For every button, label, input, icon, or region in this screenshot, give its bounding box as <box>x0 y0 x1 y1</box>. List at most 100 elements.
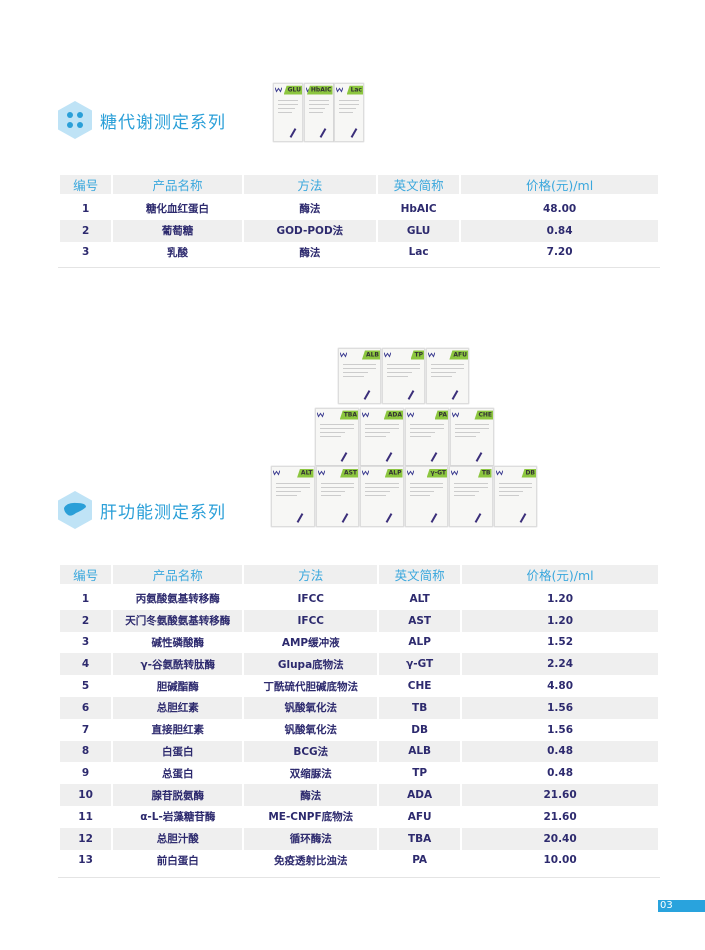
table-row: 13 前白蛋白 免疫透射比浊法 PA 10.00 <box>60 850 658 872</box>
brand-logo-icon <box>452 412 459 418</box>
brand-logo-icon <box>428 352 435 358</box>
product-box: HbAIC <box>303 83 334 142</box>
table-cell: 腺苷脱氨酶 <box>113 784 243 806</box>
column-header: 方法 <box>243 175 377 194</box>
product-box: ADA <box>360 408 404 466</box>
table-cell: 2 <box>60 219 112 242</box>
product-box: AST <box>315 466 359 527</box>
product-box: CHE <box>450 408 494 466</box>
table-cell: 4.80 <box>547 680 574 693</box>
table-cell: 双缩脲法 <box>289 767 332 780</box>
table-cell: 1 <box>82 202 90 215</box>
product-label: CHE <box>474 410 493 420</box>
table-cell: 钒酸氧化法 <box>284 724 338 737</box>
table-row: 1 糖化血红蛋白 酶法 HbAIC 48.00 <box>60 198 658 220</box>
table-cell: AFU <box>407 810 432 823</box>
table-cell: 酶法 <box>299 246 321 259</box>
column-header: 方法 <box>244 565 378 584</box>
table-cell: 1.56 <box>462 696 658 719</box>
table-cell: ME-CNPF底物法 <box>268 811 354 824</box>
table-cell: 3 <box>82 246 90 259</box>
table-row: 10 腺苷脱氨酶 酶法 ADA 21.60 <box>60 784 658 806</box>
brand-logo-icon <box>317 412 324 418</box>
table-cell: 1.56 <box>547 723 574 736</box>
brand-logo-icon <box>407 412 414 418</box>
table-cell: TBA <box>379 827 461 850</box>
column-header: 英文简称 <box>379 565 461 584</box>
table-cell: 6 <box>60 696 112 719</box>
column-header: 产品名称 <box>113 175 242 194</box>
table-cell: ALP <box>408 636 431 649</box>
brand-logo-icon <box>384 352 391 358</box>
table-row: 2 葡萄糖 GOD-POD法 GLU 0.84 <box>60 219 658 242</box>
table-cell: 酶法 <box>244 784 378 806</box>
product-label: HbAIC <box>306 85 333 95</box>
table-cell: 循环酶法 <box>244 827 378 850</box>
table-cell: PA <box>412 854 428 867</box>
table-cell: 21.60 <box>543 810 577 823</box>
table-cell: 7.20 <box>546 246 573 259</box>
table-cell: TP <box>412 767 428 780</box>
product-label: GLU <box>283 85 302 95</box>
table-cell: 0.84 <box>461 219 658 242</box>
brand-logo-icon <box>340 352 347 358</box>
table-cell: 10 <box>60 784 112 806</box>
table-cell: 3 <box>81 636 90 649</box>
product-box: γ-GT <box>404 466 448 527</box>
product-label: PA <box>434 410 448 420</box>
table-cell: 9 <box>81 767 90 780</box>
table-cell: 8 <box>60 740 112 763</box>
table-cell: 丁酰硫代胆碱底物法 <box>263 680 359 693</box>
table-row: 2 天门冬氨酸氨基转移酶 IFCC AST 1.20 <box>60 609 658 632</box>
table-row: 3 乳酸 酶法 Lac 7.20 <box>60 242 658 264</box>
glucose-price-table: 编号 产品名称 方法 英文简称 价格(元)/ml 1 糖化血红蛋白 酶法 HbAIC 48.00 2… <box>58 175 660 263</box>
table-cell: 免疫透射比浊法 <box>274 854 348 867</box>
table-cell: DB <box>411 723 428 736</box>
table-cell: γ-谷氨酰转肽酶 <box>113 653 243 676</box>
table-cell: 糖化血红蛋白 <box>146 203 209 216</box>
table-row: 5 胆碱酯酶 丁酰硫代胆碱底物法 CHE 4.80 <box>60 675 658 697</box>
brand-logo-icon <box>362 470 369 476</box>
table-cell: 葡萄糖 <box>113 219 242 242</box>
divider <box>58 267 660 268</box>
table-cell: 12 <box>60 827 112 850</box>
product-box: ALP <box>360 466 404 527</box>
table-cell: 10.00 <box>543 854 577 867</box>
product-label: ALT <box>296 468 314 478</box>
product-box: TP <box>382 348 425 404</box>
product-label: ADA <box>383 410 403 420</box>
section-title-glucose: 糖代谢测定系列 <box>58 101 226 139</box>
table-cell: 13 <box>78 854 93 867</box>
product-box: ALT <box>271 466 315 527</box>
table-cell: 4 <box>60 653 112 676</box>
table-cell: HbAIC <box>400 202 437 215</box>
molecule-hex-icon <box>58 101 92 139</box>
product-box: AFU <box>426 348 469 404</box>
product-box: TB <box>449 466 493 527</box>
product-label: Lac <box>346 85 363 95</box>
table-cell: 7 <box>81 723 90 736</box>
section-title-liver: 肝功能测定系列 <box>58 491 226 529</box>
table-cell: γ-GT <box>379 653 461 676</box>
brand-logo-icon <box>495 470 503 476</box>
table-cell: 天门冬氨酸氨基转移酶 <box>113 609 243 632</box>
table-row: 1 丙氨酸氨基转移酶 IFCC ALT 1.20 <box>60 588 658 610</box>
table-cell: GLU <box>378 219 460 242</box>
table-cell: 0.48 <box>462 740 658 763</box>
table-row: 3 碱性磷酸酶 AMP缓冲液 ALP 1.52 <box>60 632 658 654</box>
table-cell: Glupa底物法 <box>244 653 378 676</box>
liver-hex-icon <box>58 491 92 529</box>
product-label: AFU <box>449 350 468 360</box>
column-header: 产品名称 <box>113 565 243 584</box>
column-header: 价格(元)/ml <box>462 565 658 584</box>
brand-logo-icon <box>406 470 414 476</box>
table-cell: CHE <box>407 680 432 693</box>
table-cell: 直接胆红素 <box>151 724 205 737</box>
liver-price-table: 编号 产品名称 方法 英文简称 价格(元)/ml 1 丙氨酸氨基转移酶 IFCC ALT 1.20… <box>58 565 660 871</box>
product-box: ALB <box>338 348 381 404</box>
product-label: TP <box>410 350 424 360</box>
product-box: TBA <box>315 408 359 466</box>
brand-logo-icon <box>273 470 280 476</box>
table-row: 4 γ-谷氨酰转肽酶 Glupa底物法 γ-GT 2.24 <box>60 653 658 676</box>
brand-logo-icon <box>336 87 343 93</box>
